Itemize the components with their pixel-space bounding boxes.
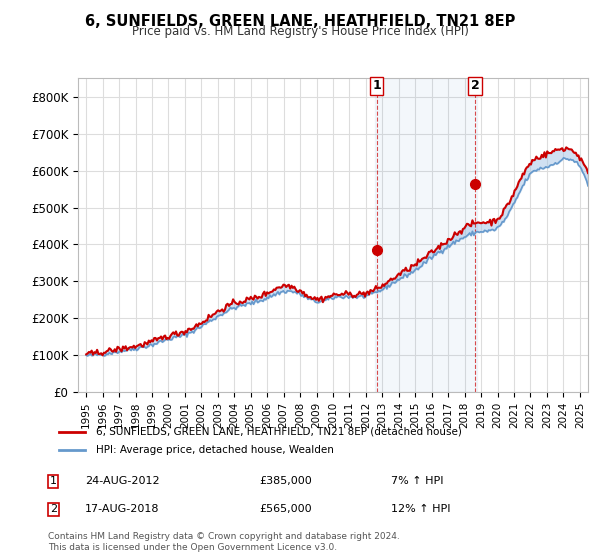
Bar bbox=[375, 78, 476, 392]
Text: 17-AUG-2018: 17-AUG-2018 bbox=[85, 504, 160, 514]
Text: 12% ↑ HPI: 12% ↑ HPI bbox=[391, 504, 451, 514]
Text: 2: 2 bbox=[470, 80, 479, 92]
Text: Price paid vs. HM Land Registry's House Price Index (HPI): Price paid vs. HM Land Registry's House … bbox=[131, 25, 469, 38]
Text: HPI: Average price, detached house, Wealden: HPI: Average price, detached house, Weal… bbox=[95, 445, 334, 455]
Text: 6, SUNFIELDS, GREEN LANE, HEATHFIELD, TN21 8EP: 6, SUNFIELDS, GREEN LANE, HEATHFIELD, TN… bbox=[85, 14, 515, 29]
Text: 6, SUNFIELDS, GREEN LANE, HEATHFIELD, TN21 8EP (detached house): 6, SUNFIELDS, GREEN LANE, HEATHFIELD, TN… bbox=[95, 427, 461, 437]
Text: 24-AUG-2012: 24-AUG-2012 bbox=[85, 476, 160, 486]
Text: £385,000: £385,000 bbox=[259, 476, 312, 486]
Text: Contains HM Land Registry data © Crown copyright and database right 2024.
This d: Contains HM Land Registry data © Crown c… bbox=[48, 532, 400, 552]
Text: 1: 1 bbox=[372, 80, 381, 92]
Text: 2: 2 bbox=[50, 504, 57, 514]
Text: 7% ↑ HPI: 7% ↑ HPI bbox=[391, 476, 444, 486]
Text: 1: 1 bbox=[50, 476, 57, 486]
Text: £565,000: £565,000 bbox=[259, 504, 312, 514]
